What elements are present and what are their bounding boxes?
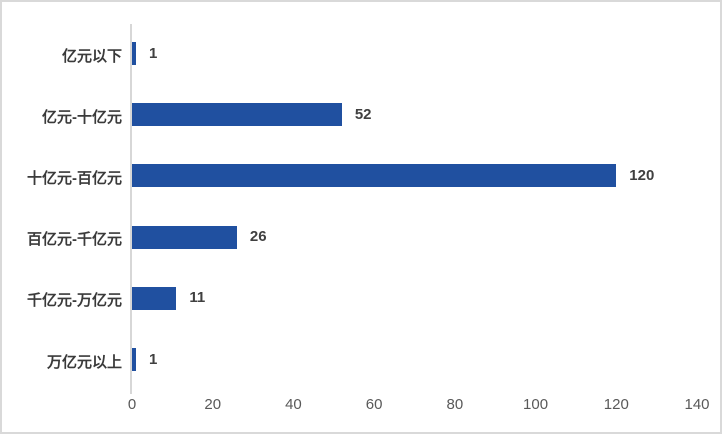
x-tick-label: 140	[684, 396, 710, 413]
category-label: 百亿元-千亿元	[27, 231, 122, 249]
x-tick-label: 0	[127, 396, 137, 413]
category-label: 亿元以下	[61, 47, 122, 65]
category-label: 十亿元-百亿元	[27, 169, 122, 187]
bar-row: 百亿元-千亿元 26	[2, 207, 720, 268]
bar	[132, 42, 137, 66]
x-tick-label: 60	[365, 396, 383, 413]
value-label: 26	[249, 228, 267, 246]
x-tick-label: 20	[204, 396, 222, 413]
x-tick-label: 80	[446, 396, 464, 413]
bar	[132, 225, 237, 249]
value-label: 52	[354, 105, 372, 123]
x-tick-label: 40	[285, 396, 302, 413]
value-label: 1	[149, 44, 158, 62]
bar	[132, 348, 137, 372]
x-tick-label: 100	[523, 396, 549, 413]
bar-row: 万亿元以上 1	[2, 329, 720, 390]
bar-row: 十亿元-百亿元 120	[2, 145, 720, 206]
bar	[132, 286, 177, 310]
value-label: 120	[629, 166, 655, 184]
category-label: 万亿元以上	[46, 353, 122, 371]
bar	[132, 103, 342, 127]
bar	[132, 164, 617, 188]
bar-row: 亿元以下 1	[2, 23, 720, 84]
bar-row: 亿元-十亿元 52	[2, 84, 720, 145]
value-label: 11	[189, 289, 206, 307]
bar-row: 千亿元-万亿元 11	[2, 268, 720, 329]
category-label: 亿元-十亿元	[42, 108, 122, 126]
category-label: 千亿元-万亿元	[27, 292, 122, 310]
value-label: 1	[149, 350, 158, 368]
category-axis-line	[130, 24, 132, 394]
x-tick-label: 120	[603, 396, 629, 413]
